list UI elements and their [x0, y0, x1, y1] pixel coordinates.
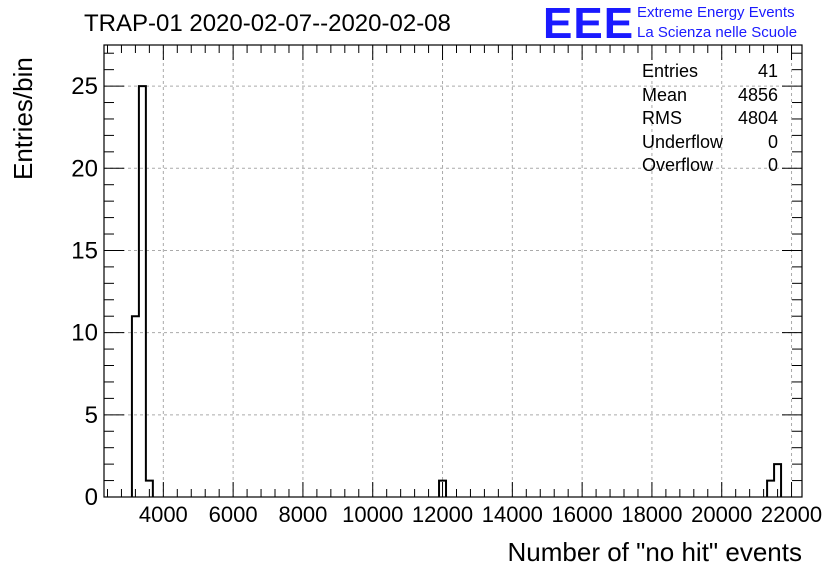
stats-label: Mean [642, 84, 688, 105]
chart-title: TRAP-01 2020-02-07--2020-02-08 [84, 10, 451, 37]
y-axis-label: Entries/bin [8, 57, 38, 180]
x-tick-label: 22000 [761, 502, 822, 527]
histogram-outline [130, 85, 783, 497]
axes: 4000 6000 8000 10000 12000 14000 16000 18000 200… [71, 44, 822, 527]
stats-value: 4856 [737, 84, 778, 105]
stats-box: Entries 41 Mean 4856 RMS 4804 Underflow 0 Ov… [642, 60, 778, 178]
stats-row-entries: Entries 41 [642, 60, 778, 84]
stats-value: 41 [757, 61, 778, 81]
y-tick-label: 20 [71, 155, 98, 182]
x-tick-label: 10000 [342, 502, 403, 527]
stats-value: 0 [767, 155, 778, 175]
y-tick-label: 5 [85, 402, 98, 429]
x-axis-label: Number of "no hit" events [507, 537, 803, 567]
stats-label: Overflow [642, 155, 714, 175]
stats-label: RMS [642, 108, 682, 128]
y-tick-label: 15 [71, 237, 98, 264]
stats-row-overflow: Overflow 0 [642, 154, 778, 178]
stats-label: Entries [642, 61, 699, 81]
stats-row-rms: RMS 4804 [642, 107, 778, 131]
stats-label: Underflow [642, 131, 724, 152]
logo-line-1: Extreme Energy Events [637, 4, 795, 21]
grid-lines [104, 45, 802, 497]
histogram-bars [130, 85, 783, 497]
stats-row-underflow: Underflow 0 [642, 131, 778, 155]
x-tick-label: 8000 [278, 502, 327, 527]
x-tick-label: 16000 [552, 502, 613, 527]
histogram-bin [139, 86, 146, 497]
eee-logo: EEE [543, 0, 635, 48]
y-tick-label: 0 [85, 484, 98, 511]
x-tick-label: 20000 [691, 502, 752, 527]
y-tick-label: 25 [71, 73, 98, 100]
x-tick-label: 18000 [621, 502, 682, 527]
x-tick-label: 4000 [139, 502, 188, 527]
stats-value: 4804 [737, 108, 778, 128]
plot-frame [103, 44, 803, 498]
x-tick-label: 6000 [209, 502, 258, 527]
histogram-bin [767, 481, 774, 497]
x-tick-label: 14000 [482, 502, 543, 527]
y-tick-label: 10 [71, 320, 98, 347]
logo-text: Extreme Energy Events La Scienza nelle S… [637, 3, 797, 43]
stats-row-mean: Mean 4856 [642, 84, 778, 108]
x-tick-label: 12000 [412, 502, 473, 527]
logo-line-2: La Scienza nelle Scuole [637, 24, 798, 41]
stats-value: 0 [767, 131, 778, 152]
histogram-bin [132, 316, 139, 497]
